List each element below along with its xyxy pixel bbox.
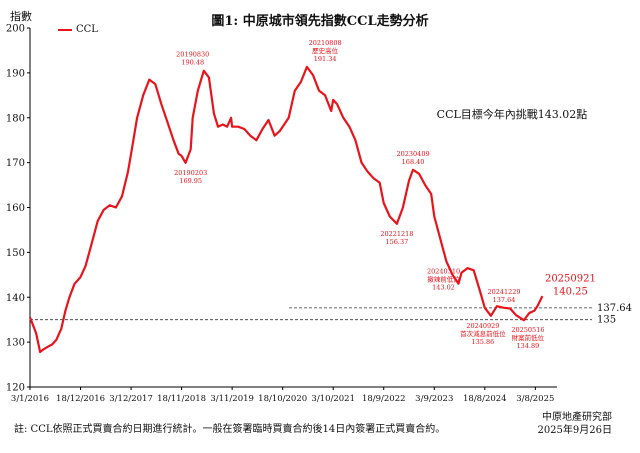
annotation-label: 191.34: [314, 55, 337, 63]
annotation-label: 20190830: [176, 51, 209, 59]
annotation-label: 156.37: [386, 238, 409, 246]
annotation-label: 169.95: [179, 177, 202, 185]
x-tick-label: 3/11/2019: [210, 394, 254, 404]
annotation-label: 撤辣前低位: [427, 275, 460, 284]
y-tick-label: 180: [6, 113, 25, 124]
y-tick-label: 150: [6, 248, 25, 259]
y-tick-label: 170: [6, 158, 25, 169]
y-tick-label: 130: [6, 338, 25, 349]
chart-title: 圖1: 中原城市領先指數CCL走勢分析: [211, 14, 429, 29]
y-axis-label: 指數: [10, 10, 32, 23]
x-tick-label: 3/8/2025: [516, 394, 554, 404]
annotation-label: 20240929: [466, 322, 499, 330]
annotation-label: 134.89: [517, 342, 540, 350]
x-tick-label: 3/1/2016: [11, 394, 49, 404]
annotation-label: 143.02: [432, 284, 455, 292]
annotation-label: 135.86: [471, 338, 494, 346]
source: 中原地產研究部 2025年9月26日: [537, 411, 612, 437]
y-tick-label: 200: [6, 24, 25, 35]
y-tick-label: 190: [6, 68, 25, 79]
legend-swatch: [58, 28, 72, 31]
annotation-label: 137.64: [493, 296, 516, 304]
x-tick-label: 18/12/2016: [56, 394, 105, 404]
x-tick-label: 3/10/2021: [311, 394, 355, 404]
y-tick-label: 140: [6, 293, 25, 304]
y-tick-label: 160: [6, 203, 25, 214]
reference-line-label: 137.64: [597, 303, 632, 314]
latest-date-label: 20250921: [545, 274, 596, 285]
reference-line-label: 135: [597, 315, 616, 326]
annotation-label: 20241229: [487, 288, 520, 296]
annotation-label: 190.48: [181, 59, 204, 67]
legend-label: CCL: [76, 24, 98, 35]
annotation-label: 20230409: [397, 150, 430, 158]
annotation-label: 首次減息前低位: [460, 329, 506, 338]
annotation-label: 財案前低位: [512, 333, 545, 342]
x-tick-label: 18/11/2018: [157, 394, 206, 404]
source-org: 中原地產研究部: [542, 412, 612, 423]
annotation-label: 20250516: [511, 326, 544, 334]
ccl-series-line: [28, 65, 544, 354]
source-date: 2025年9月26日: [537, 425, 612, 436]
annotation-label: 歷史高位: [312, 46, 339, 55]
target-annotation: CCL目標今年內挑戰143.02點: [437, 107, 588, 121]
x-tick-label: 18/8/2024: [463, 394, 507, 404]
x-tick-label: 18/10/2020: [258, 394, 307, 404]
annotation-label: 20221218: [380, 230, 413, 238]
chart-legend: CCL: [58, 24, 98, 35]
footnote: 註: CCL依照正式買賣合約日期進行統計。一般在簽署臨時買賣合約後14日內簽署正…: [14, 424, 446, 435]
annotation-label: 20190203: [174, 169, 207, 177]
x-tick-label: 3/9/2023: [415, 394, 453, 404]
x-tick-label: 3/12/2017: [109, 394, 153, 404]
annotation-label: 168.40: [402, 158, 425, 166]
annotation-label: 20210808: [309, 39, 342, 47]
x-tick-label: 18/9/2022: [362, 394, 406, 404]
latest-value-label: 140.25: [553, 287, 588, 298]
y-tick-label: 120: [6, 383, 25, 394]
annotation-label: 20240310: [427, 268, 460, 276]
